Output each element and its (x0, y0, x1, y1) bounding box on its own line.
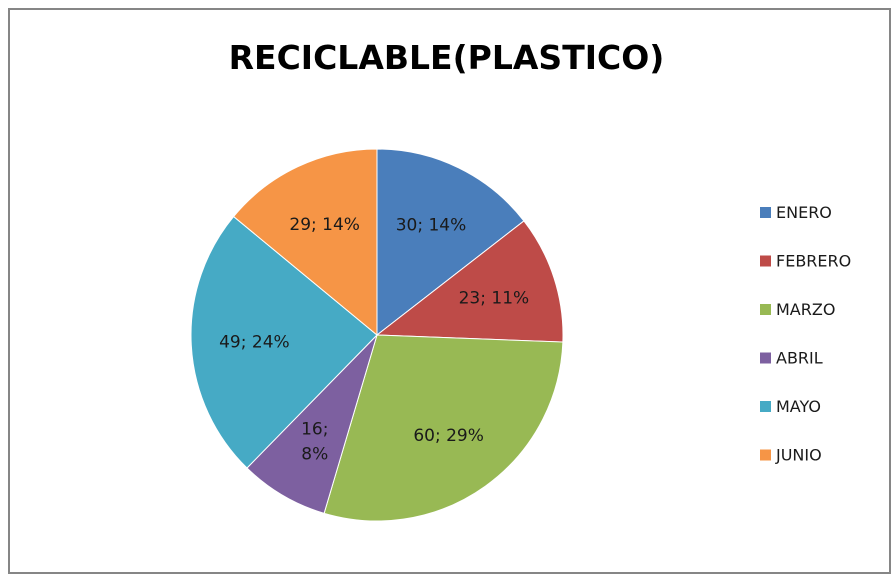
pie-slice-marzo (323, 334, 564, 522)
legend-label-enero: ENERO (776, 203, 832, 222)
data-label-marzo: 60; 29% (413, 426, 484, 446)
legend-swatch-febrero (760, 255, 771, 267)
pie-slice-junio (232, 148, 378, 337)
legend-swatch-marzo (760, 304, 771, 315)
pie-slice-febrero (375, 220, 564, 343)
data-label-febrero: 23; 11% (459, 288, 530, 308)
legend-swatch-junio (760, 449, 771, 461)
data-label-junio: 29; 14% (289, 215, 360, 235)
data-label-abril: 16; 8% (301, 419, 328, 464)
legend: ENERO FEBRERO MARZO ABRIL MAYO JUNIO (760, 203, 851, 465)
legend-swatch-abril (760, 352, 771, 364)
legend-label-febrero: FEBRERO (776, 252, 851, 271)
chart-title: RECICLABLE(PLASTICO) (228, 38, 665, 77)
legend-label-abril: ABRIL (776, 349, 823, 368)
legend-label-mayo: MAYO (776, 397, 821, 416)
legend-label-marzo: MARZO (776, 300, 835, 319)
legend-swatch-mayo (760, 401, 771, 412)
data-label-enero: 30; 14% (396, 216, 467, 236)
legend-label-junio: JUNIO (775, 446, 822, 465)
pie-slice-enero (376, 148, 525, 337)
data-label-mayo: 49; 24% (219, 333, 290, 353)
legend-swatch-enero (760, 207, 771, 218)
pie-slice-mayo (190, 215, 378, 469)
